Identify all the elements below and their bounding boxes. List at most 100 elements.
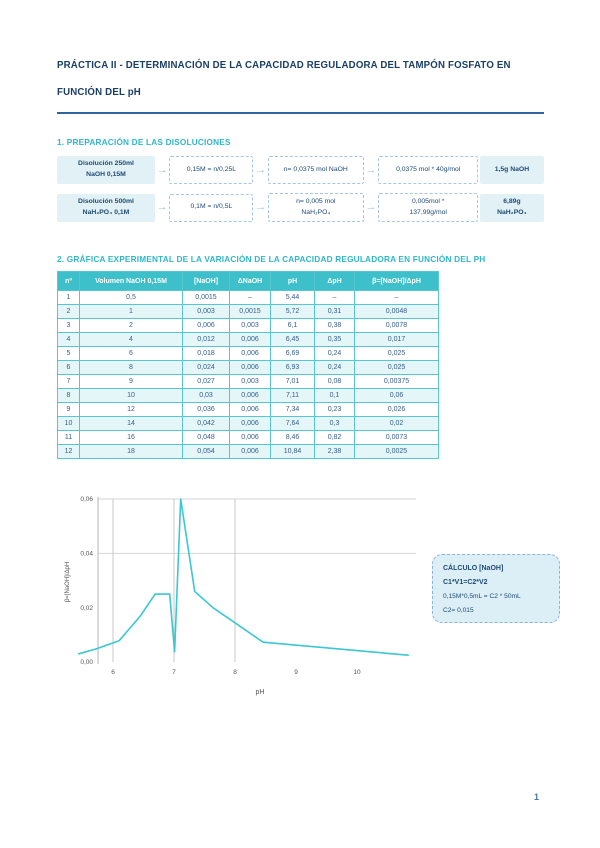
chart-y-tick-label: 0,04: [80, 551, 93, 558]
table-cell: 0,0048: [354, 304, 439, 319]
table-cell: 1: [79, 304, 183, 319]
table-cell: 0,82: [314, 430, 355, 445]
table-cell: 0,006: [229, 388, 271, 403]
callout-title: CÁLCULO [NaOH]: [443, 565, 504, 572]
table-cell: 5,72: [270, 304, 315, 319]
table-cell: 0,036: [182, 402, 230, 417]
table-cell: 0,027: [182, 374, 230, 389]
table-cell: 0,017: [354, 332, 439, 347]
chart-y-tick-label: 0,06: [80, 496, 93, 503]
table-cell: 1: [57, 290, 80, 305]
table-cell: 0,0015: [229, 304, 271, 319]
naoh-calculation-callout: CÁLCULO [NaOH] C1*V1=C2*V2 0,15M*0,5mL =…: [432, 554, 560, 623]
table-row: 8 10 0,03 0,006 7,11 0,1 0,06: [57, 388, 439, 403]
table-cell: 2: [79, 318, 183, 333]
chart-y-tick-label: 0,02: [80, 605, 93, 612]
table-cell: 0,042: [182, 416, 230, 431]
flow-step-box: n= 0,0375 mol NaOH: [267, 156, 364, 184]
table-cell: 0,006: [182, 318, 230, 333]
flow-step-box: 0,15M = n/0,25L: [169, 156, 254, 184]
table-cell: 4: [79, 332, 183, 347]
table-cell: 0,24: [314, 360, 355, 375]
table-cell: 0,006: [229, 416, 271, 431]
table-row: 11 16 0,048 0,006 8,46 0,82 0,0073: [57, 430, 439, 445]
table-cell: 0,006: [229, 360, 271, 375]
table-cell: 10: [79, 388, 183, 403]
table-cell: 0,012: [182, 332, 230, 347]
callout-substitution: 0,15M*0,5mL = C2 * 50mL: [443, 593, 521, 600]
table-row: 2 1 0,003 0,0015 5,72 0,31 0,0048: [57, 304, 439, 319]
table-cell: 8: [57, 388, 80, 403]
callout-formula: C1*V1=C2*V2: [443, 579, 488, 586]
table-cell: 18: [79, 444, 183, 459]
buffer-capacity-table: nº Volumen NaOH 0,15M [NaOH] ΔNaOH pH ΔpH β=[N…: [57, 271, 439, 459]
table-row: 6 8 0,024 0,006 6,93 0,24 0,025: [57, 360, 439, 375]
table-cell: 3: [57, 318, 80, 333]
table-header-cell: nº: [57, 271, 80, 291]
section-2-heading: 2. GRÁFICA EXPERIMENTAL DE LA VARIACIÓN …: [57, 254, 486, 264]
table-cell: 2,38: [314, 444, 355, 459]
table-cell: 0,048: [182, 430, 230, 445]
table-cell: 16: [79, 430, 183, 445]
table-cell: 0,5: [79, 290, 183, 305]
table-row: 1 0,5 0,0015–5,44– –: [57, 290, 439, 305]
callout-result: C2= 0,015: [443, 607, 474, 614]
table-cell: 0,0025: [354, 444, 439, 459]
table-cell: 7,64: [270, 416, 315, 431]
table-cell: 10,84: [270, 444, 315, 459]
table-cell: 0,054: [182, 444, 230, 459]
table-cell: 0,08: [314, 374, 355, 389]
table-header-cell: Volumen NaOH 0,15M: [79, 271, 183, 291]
table-cell: 0,025: [354, 360, 439, 375]
table-header-cell: ΔpH: [314, 271, 355, 291]
table-cell: 5,44: [270, 290, 315, 305]
table-cell: 0,06: [354, 388, 439, 403]
flowchart-row: Disolución 500ml NaH₂PO₄ 0,1M → 0,1M = n/0…: [57, 193, 544, 223]
table-row: 12 18 0,054 0,006 10,84 2,38 0,0025: [57, 444, 439, 459]
table-row: 4 4 0,012 0,006 6,45 0,35 0,017: [57, 332, 439, 347]
flow-arrow-icon: →: [365, 201, 377, 214]
table-cell: 0,003: [229, 374, 271, 389]
flow-step-box: 0,0375 mol * 40g/mol: [378, 156, 479, 184]
table-cell: 0,31: [314, 304, 355, 319]
flow-source-box: Disolución 500ml NaH₂PO₄ 0,1M: [57, 193, 155, 222]
table-row: 10 14 0,042 0,006 7,64 0,3 0,02: [57, 416, 439, 431]
table-cell: 0,0015: [182, 290, 230, 305]
flow-step-box: 0,005mol * 137,99g/mol: [378, 193, 479, 223]
table-cell: 0,018: [182, 346, 230, 361]
flow-arrow-icon: →: [156, 201, 168, 214]
table-row: 5 6 0,018 0,006 6,69 0,24 0,025: [57, 346, 439, 361]
table-cell: 4: [57, 332, 80, 347]
chart-x-tick-label: 7: [172, 669, 176, 676]
flow-step-box: n= 0,005 mol NaH₂PO₄: [267, 193, 364, 223]
table-cell: 6: [57, 360, 80, 375]
table-cell: 10: [57, 416, 80, 431]
chart-x-tick-label: 9: [294, 669, 298, 676]
table-cell: 0,35: [314, 332, 355, 347]
document-title: PRÁCTICA II - DETERMINACIÓN DE LA CAPACI…: [57, 59, 511, 98]
table-cell: 0,006: [229, 430, 271, 445]
table-cell: 12: [57, 444, 80, 459]
table-cell: 0,006: [229, 444, 271, 459]
table-cell: –: [314, 290, 355, 305]
title-divider: [57, 112, 544, 114]
solution-prep-flowchart: Disolución 250ml NaOH 0,15M → 0,15M = n/0,…: [57, 156, 544, 231]
table-cell: 0,3: [314, 416, 355, 431]
chart-canvas: 0,06 0,04 0,02 0,00 6 7 8 9 10 pH β=[NaOH]/ΔpH: [65, 496, 416, 696]
flow-arrow-icon: →: [255, 201, 267, 214]
flow-step-box: 0,1M = n/0,5L: [169, 193, 254, 222]
table-cell: 0,02: [354, 416, 439, 431]
table-cell: 8,46: [270, 430, 315, 445]
flow-result-box: 6,89g NaH₂PO₄: [479, 193, 544, 222]
table-cell: 8: [79, 360, 183, 375]
table-cell: 0,0078: [354, 318, 439, 333]
table-cell: 0,0073: [354, 430, 439, 445]
table-cell: 0,006: [229, 402, 271, 417]
table-header-row: nº Volumen NaOH 0,15M [NaOH] ΔNaOH pH ΔpH β=[N…: [57, 271, 439, 291]
table-cell: 6,45: [270, 332, 315, 347]
table-cell: 7,01: [270, 374, 315, 389]
chart-x-tick-label: 6: [111, 669, 115, 676]
chart-y-tick-label: 0,00: [80, 659, 93, 666]
table-cell: 12: [79, 402, 183, 417]
flow-result-box: 1,5g NaOH: [479, 156, 544, 184]
